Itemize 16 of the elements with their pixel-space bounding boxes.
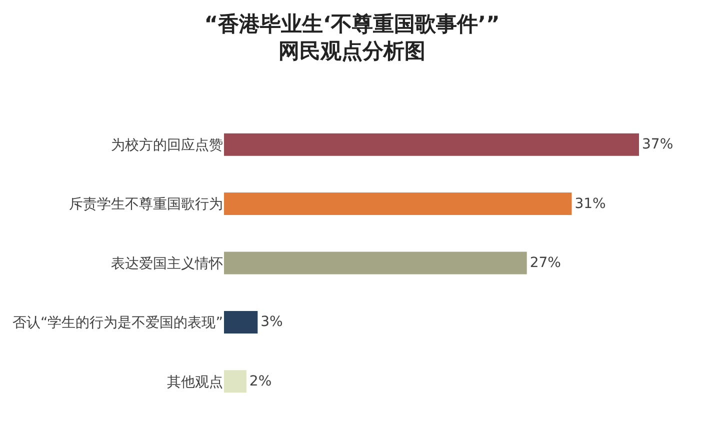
y-tick-label: 表达爱国主义情怀 (111, 256, 223, 272)
data-label: 27% (530, 255, 561, 271)
y-tick-label: 否认“学生的行为是不爱国的表现” (12, 315, 223, 332)
y-tick-label: 斥责学生不尊重国歌行为 (69, 196, 223, 213)
bar (224, 370, 246, 393)
bar (224, 252, 527, 274)
data-label: 31% (574, 196, 606, 212)
data-label: 2% (249, 373, 272, 390)
chart-title: “香港毕业生‘不尊重国歌事件’” 网民观点分析图 (204, 12, 500, 64)
data-label: 37% (642, 136, 674, 153)
y-tick-label: 其他观点 (167, 374, 223, 390)
bar (224, 133, 639, 156)
data-label: 3% (260, 314, 283, 330)
y-tick-label: 为校方的回应点赞 (111, 138, 223, 154)
bar (224, 192, 572, 216)
bar (224, 310, 258, 334)
